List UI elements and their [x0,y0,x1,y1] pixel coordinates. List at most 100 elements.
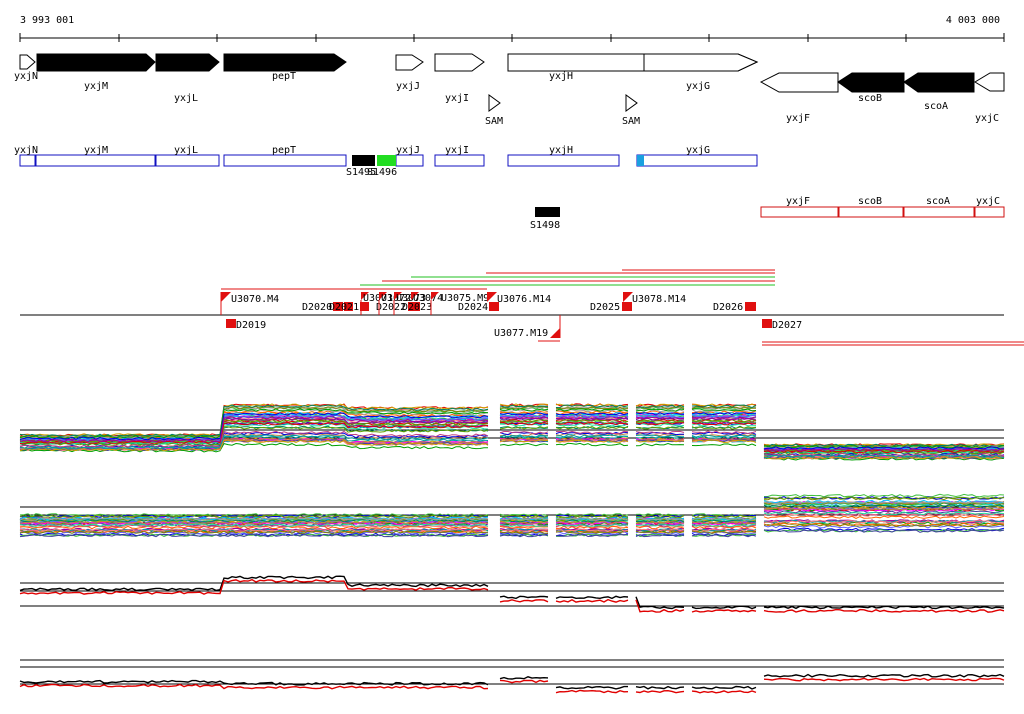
profile-trace [763,605,1005,610]
segment-marker-up[interactable] [411,292,419,300]
gene-arrow-yxjJ[interactable] [395,54,424,71]
riboswitch-marker[interactable] [625,94,638,112]
gene-label-yxjF: yxjF [786,113,810,124]
profile-trace [635,523,685,527]
profile-trace [19,528,489,532]
gene-arrow-yxjG[interactable] [643,53,759,72]
gene-arrow-pepT[interactable] [223,53,347,72]
profile-trace [691,528,757,532]
gene-arrow-yxjF[interactable] [759,72,839,93]
segment-box[interactable] [762,319,772,328]
profile-trace [763,510,1005,514]
segment-box[interactable] [360,302,369,311]
segment-marker-down[interactable] [550,328,560,338]
profile-trace [763,520,1005,524]
gene-arrow-scoB[interactable] [837,72,905,93]
transcript-box-scoB[interactable] [838,206,904,218]
segment-marker-up[interactable] [379,292,387,300]
profile-trace [20,528,489,532]
transcript-box-yxjC[interactable] [974,206,1005,218]
transcript-box-yxjJ[interactable] [395,154,424,167]
segment-box[interactable] [344,302,353,311]
profile-trace [691,514,757,519]
expression-panel-forward [19,403,1005,461]
profile-trace [763,507,1005,511]
transcript-box-yxjG[interactable] [636,154,758,167]
segment-marker-up[interactable] [361,292,369,300]
profile-trace [555,528,629,532]
profile-trace [555,520,629,525]
srna-marker-blue[interactable] [637,155,644,166]
transcript-label-yxjC: yxjC [976,196,1000,207]
srna-box-S1498[interactable] [535,207,560,217]
profile-trace [691,517,757,521]
segment-label-D2019: D2019 [236,320,266,331]
profile-trace [499,523,548,527]
profile-trace [19,520,489,525]
profile-trace [499,408,549,412]
gene-label-yxjM: yxjM [84,81,108,92]
segment-marker-up[interactable] [394,292,402,300]
profile-trace [691,412,757,416]
segment-box[interactable] [622,302,632,311]
gene-arrow-yxjC[interactable] [974,72,1005,92]
profile-trace [19,514,489,519]
profile-trace [19,679,489,686]
transcript-box-yxjI[interactable] [434,154,485,167]
transcript-box-scoA[interactable] [903,206,975,218]
srna-box-S1495[interactable] [352,155,375,166]
segment-label-D2022: D2022 [376,302,406,313]
transcript-label-yxjH: yxjH [549,145,573,156]
transcript-label-yxjM: yxjM [84,145,108,156]
profile-trace [635,423,685,427]
gene-arrow-yxjI[interactable] [434,53,485,72]
gene-arrow-yxjL[interactable] [155,53,220,72]
profile-trace [635,439,685,443]
profile-trace [555,410,629,414]
profile-trace [691,439,757,443]
segment-marker-up[interactable] [431,292,439,300]
transcript-label-yxjF: yxjF [786,196,810,207]
segment-marker-up[interactable] [221,292,231,302]
gene-arrow-yxjN[interactable] [19,54,36,70]
gene-arrow-scoA[interactable] [903,72,975,93]
profile-trace [499,528,549,532]
segment-box[interactable] [408,302,420,311]
profile-trace [555,685,628,690]
profile-trace [19,439,489,452]
profile-trace [635,521,685,525]
segment-box[interactable] [333,302,343,311]
gene-label-scoA: scoA [924,101,948,112]
riboswitch-marker[interactable] [488,94,501,112]
profile-trace [19,417,489,443]
profile-trace [19,533,489,538]
gene-arrow-yxjM[interactable] [36,53,156,72]
transcript-box-pepT[interactable] [223,154,347,167]
transcript-box-yxjF[interactable] [760,206,839,218]
transcript-label-yxjN: yxjN [14,145,38,156]
profile-trace [499,434,549,438]
transcript-box-yxjL[interactable] [155,154,220,167]
profile-trace [555,439,629,443]
forward-transcript-track: yxjN yxjM yxjL pepT yxjJ yxjI yxjH yxjG … [14,145,758,178]
segment-box[interactable] [226,319,236,328]
gene-label-yxjJ: yxjJ [396,81,420,92]
transcript-box-yxjM[interactable] [35,154,156,167]
profile-trace [555,435,629,439]
profile-trace [555,514,629,519]
profile-trace [691,423,757,427]
segment-label-D2023: D2023 [402,302,432,313]
transcript-box-yxjN[interactable] [19,154,36,167]
profile-trace [555,414,629,419]
profile-trace [499,595,549,600]
segment-box[interactable] [745,302,756,311]
srna-box-S1496[interactable] [377,155,396,166]
segment-label-D2025: D2025 [590,302,620,313]
transcript-box-yxjH[interactable] [507,154,620,167]
profile-trace [763,446,1005,450]
segment-marker-up[interactable] [487,292,497,302]
segment-marker-up[interactable] [623,292,633,302]
summary-panel-reverse [19,659,1005,694]
profile-trace [19,404,489,438]
segment-box[interactable] [489,302,499,311]
